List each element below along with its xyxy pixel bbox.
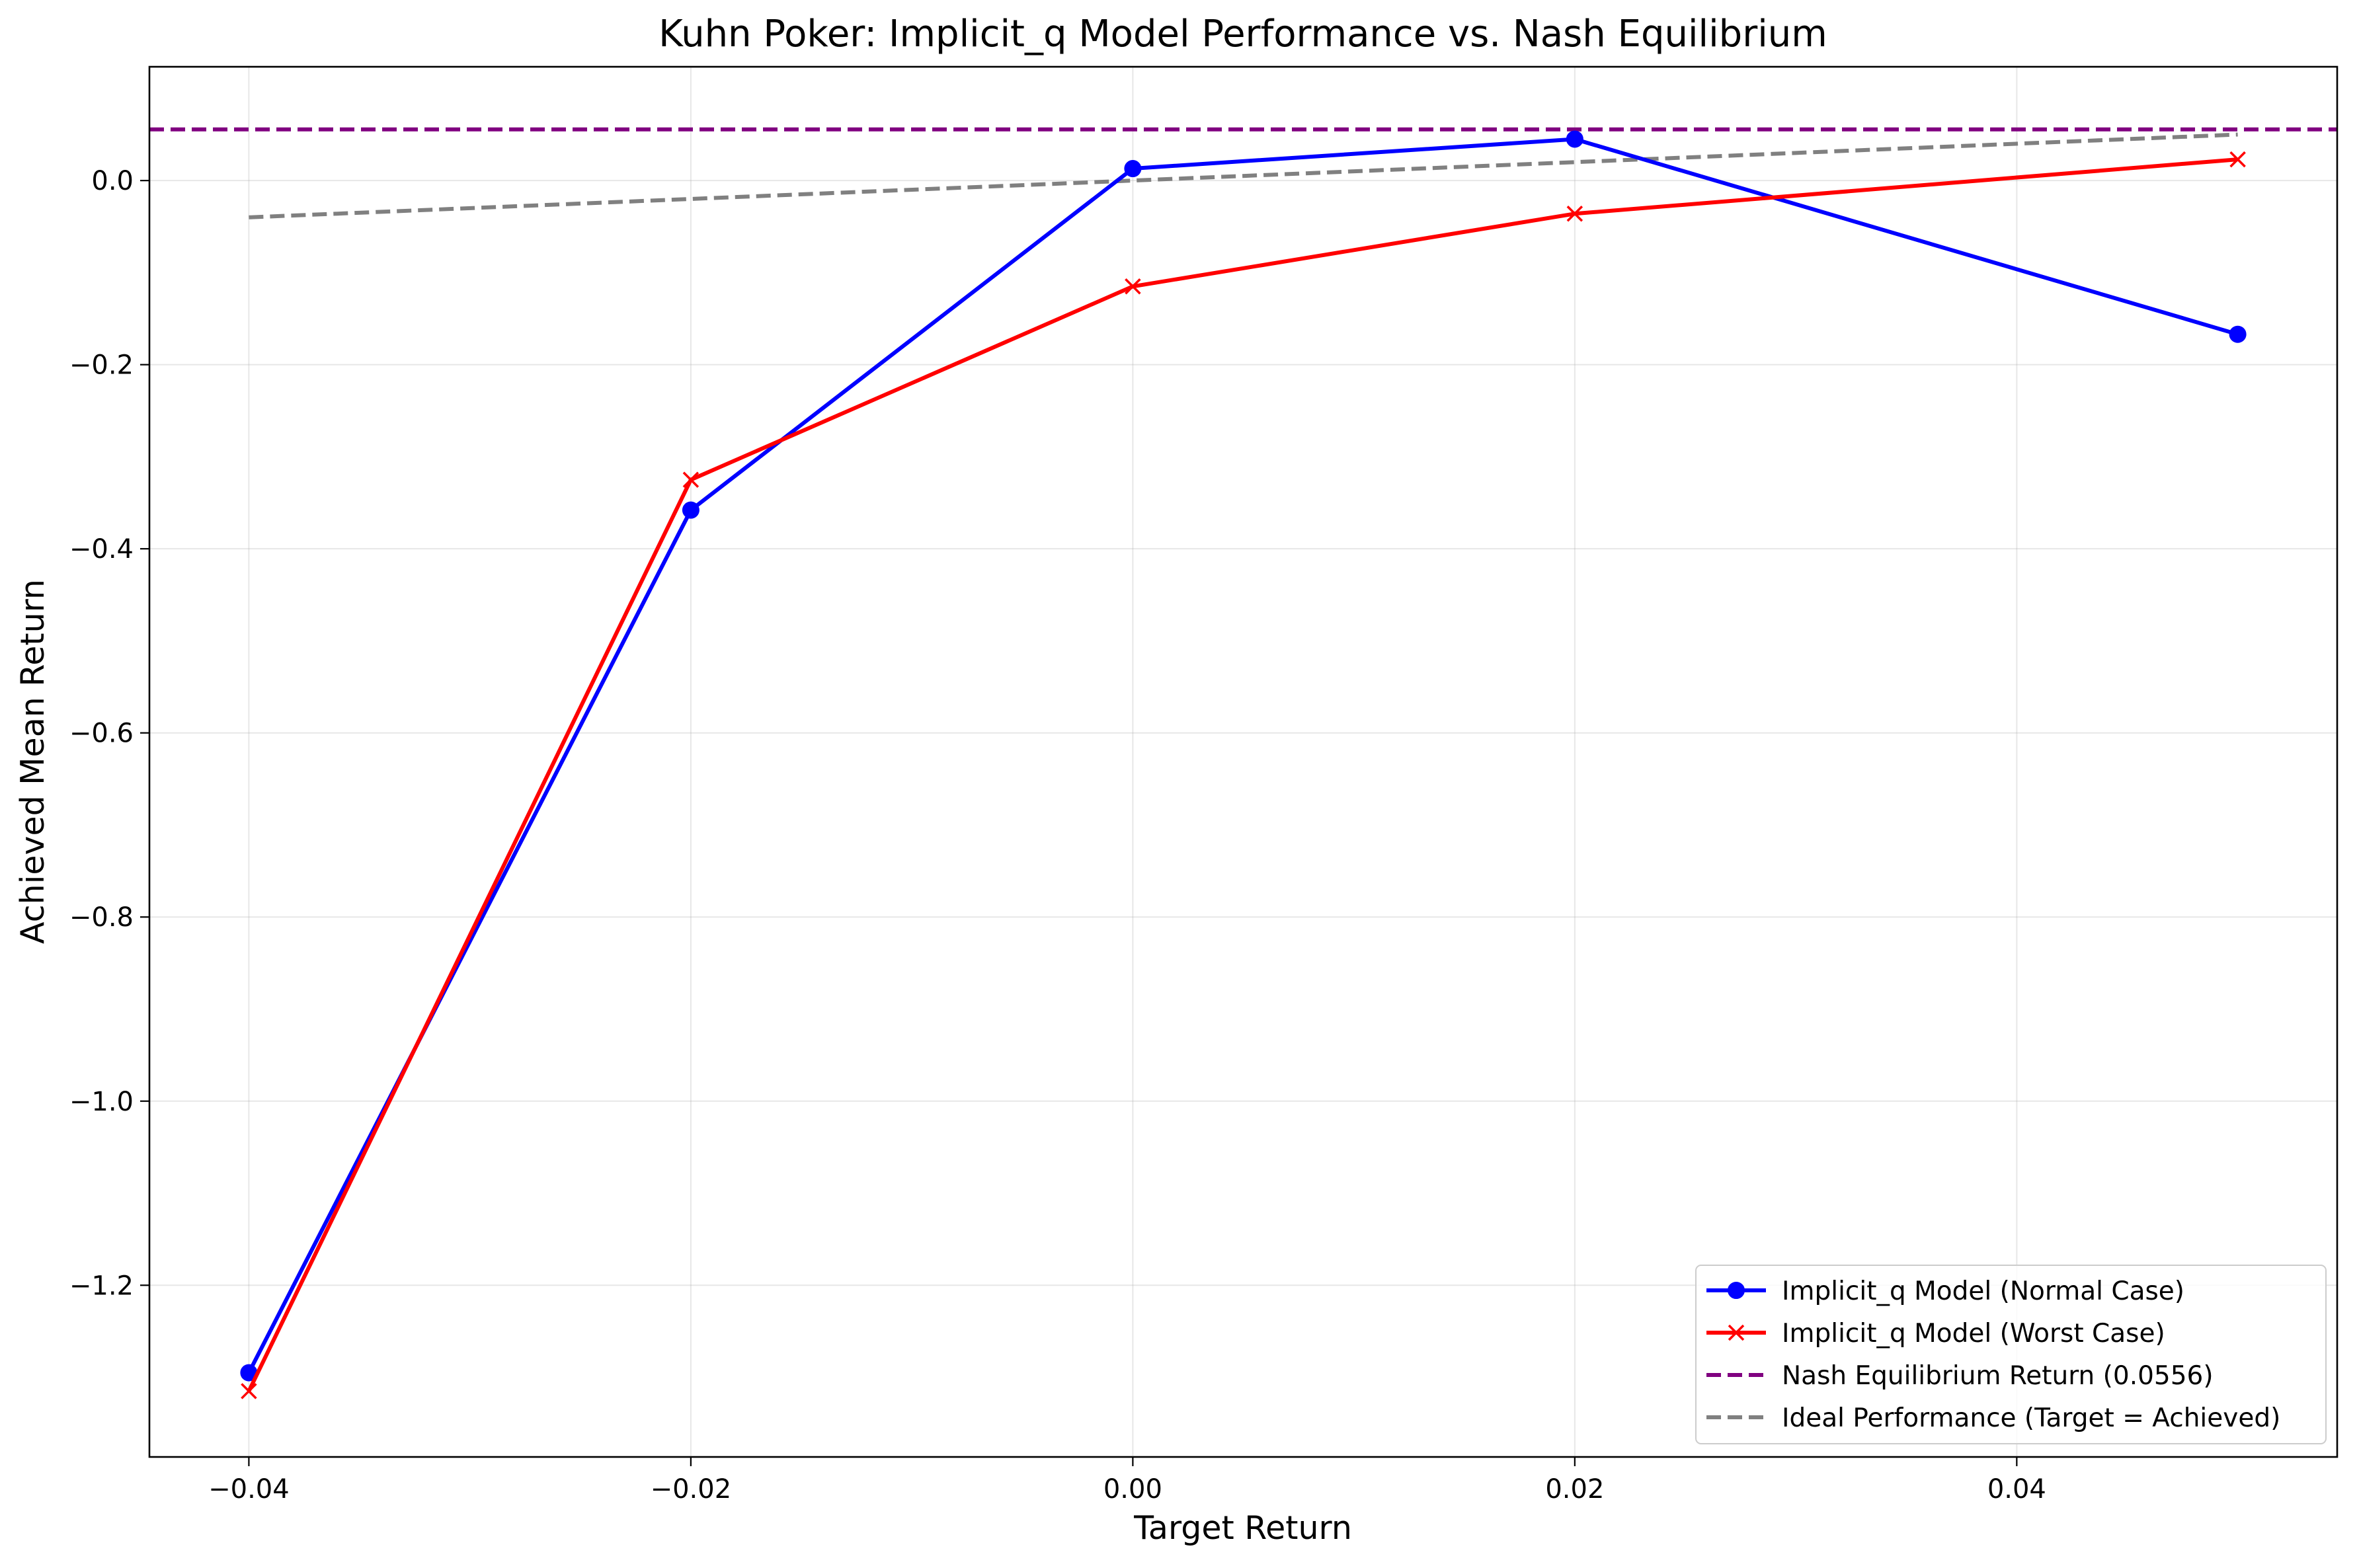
y-tick-label: −1.2 [69,1271,134,1301]
axes-frame [148,65,2339,1458]
legend-frame [1695,1265,2327,1444]
x-tick-label: −0.02 [651,1474,732,1505]
x-marker-stroke [2229,151,2246,168]
x-tick-label: 0.00 [1103,1474,1162,1505]
x-axis-label: Target Return [1133,1509,1352,1547]
plot-lines [149,127,2337,1399]
implicit-q-model-worst-case-point [2229,151,2246,168]
legend: Implicit_q Model (Normal Case) Implicit_q… [1695,1265,2327,1444]
x-tick-label: 0.04 [1987,1474,2046,1505]
legend-label: Ideal Performance (Target = Achieved) [1782,1403,2280,1433]
x-marker-stroke [682,471,700,488]
implicit-q-model-worst-case-point [241,1383,257,1399]
implicit-q-model-normal-case-point [2229,325,2247,343]
chart-title: Kuhn Poker: Implicit_q Model Performance… [659,13,1827,56]
legend-label: Nash Equilibrium Return (0.0556) [1782,1361,2214,1391]
implicit-q-model-worst-case-point [682,471,700,488]
x-marker-stroke [1728,1324,1745,1341]
implicit-q-model-normal-case-point [1566,130,1583,148]
y-tick-label: −0.8 [69,902,134,933]
x-marker-stroke [241,1383,257,1399]
implicit-q-model-normal-case-point [682,501,700,519]
y-tick-label: −0.6 [69,719,134,749]
x-marker-stroke [1125,278,1141,295]
y-tick-label: −1.0 [69,1087,134,1117]
grid [149,67,2337,1457]
ideal-performance-target-achieved-line [249,132,2238,219]
y-tick-label: −0.2 [69,350,134,381]
x-tick-label: 0.02 [1545,1474,1604,1505]
legend-marker [1728,1324,1745,1341]
legend-label: Implicit_q Model (Worst Case) [1782,1319,2165,1349]
y-axis-label: Achieved Mean Return [14,579,52,944]
implicit-q-model-worst-case-point [1566,206,1583,222]
y-tick-label: 0.0 [91,166,134,196]
implicit-q-model-worst-case-point [1125,278,1141,295]
implicit-q-model-normal-case-point [1124,160,1142,178]
legend-label: Implicit_q Model (Normal Case) [1782,1276,2184,1306]
x-marker-stroke [1566,206,1583,222]
x-tick-label: −0.04 [208,1474,290,1505]
ticks: −0.04 −0.02 0.00 0.02 0.04 0.0 −0.2 −0.4 −0.6 −0.… [69,166,2046,1505]
y-tick-label: −0.4 [69,534,134,565]
legend-marker [1728,1282,1745,1299]
